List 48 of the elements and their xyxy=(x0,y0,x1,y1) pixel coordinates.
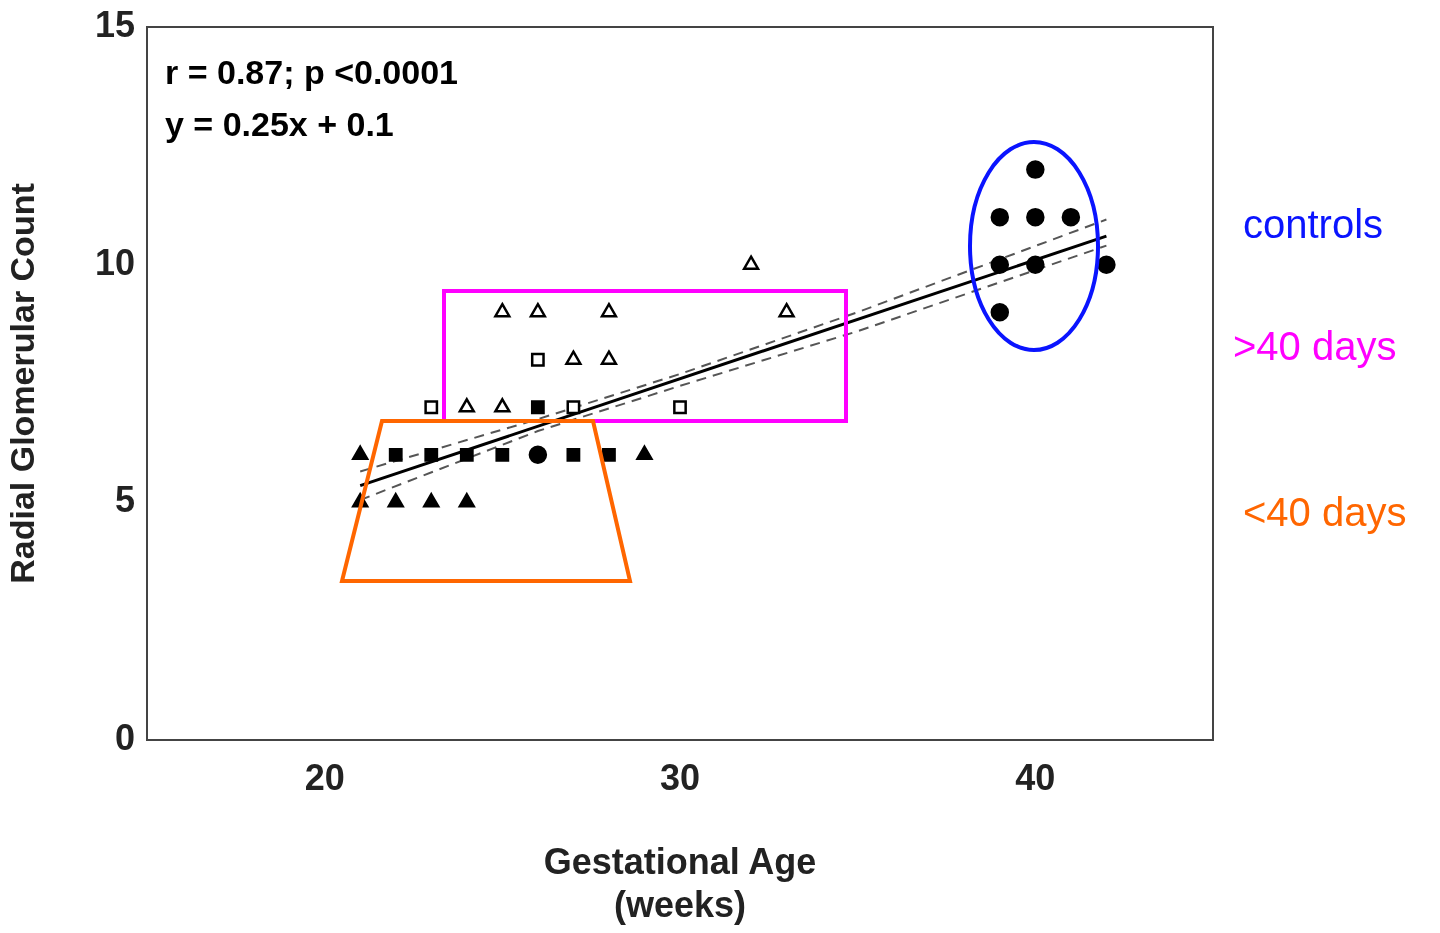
point xyxy=(494,302,511,318)
point xyxy=(458,398,475,413)
point xyxy=(1061,207,1081,227)
point xyxy=(1026,160,1045,179)
y-tick-label: 10 xyxy=(94,241,135,283)
point xyxy=(424,400,439,415)
point xyxy=(495,447,510,462)
point xyxy=(424,447,439,462)
y-tick-label: 0 xyxy=(114,716,135,758)
point xyxy=(600,350,618,365)
point xyxy=(530,400,545,415)
x-tick-label: 20 xyxy=(304,756,345,798)
point xyxy=(387,493,404,508)
point xyxy=(459,447,474,462)
x-tick-label: 30 xyxy=(659,756,701,798)
point xyxy=(566,400,581,415)
point xyxy=(778,302,795,318)
point xyxy=(673,400,687,415)
y-tick-label: 5 xyxy=(114,479,135,521)
point xyxy=(529,302,547,318)
point xyxy=(990,207,1010,227)
point xyxy=(528,445,548,465)
y-tick-label: 15 xyxy=(94,3,135,45)
x-axis-title: Gestational Age (weeks) xyxy=(543,841,817,926)
point xyxy=(458,493,475,508)
point xyxy=(494,398,511,413)
point xyxy=(990,302,1010,322)
point xyxy=(602,447,616,462)
x-tick-label: 40 xyxy=(1015,756,1056,798)
point xyxy=(423,493,440,508)
text: >40 days xyxy=(1233,323,1397,370)
point xyxy=(1097,255,1116,274)
point xyxy=(565,350,582,365)
point xyxy=(636,445,653,461)
point xyxy=(990,255,1010,274)
y-axis-title: Radial Glomerular Count xyxy=(2,183,41,584)
text: <40 days xyxy=(1243,489,1407,536)
point xyxy=(352,445,369,461)
point xyxy=(600,302,618,318)
point xyxy=(1026,255,1045,274)
annotation: y = 0.25x + 0.1 xyxy=(165,104,394,145)
point xyxy=(566,447,581,462)
annotation: r = 0.87; p <0.0001 xyxy=(165,52,458,93)
point xyxy=(388,447,403,462)
point xyxy=(530,352,545,367)
text: controls xyxy=(1243,201,1384,248)
point xyxy=(1026,207,1045,227)
point xyxy=(742,255,760,270)
